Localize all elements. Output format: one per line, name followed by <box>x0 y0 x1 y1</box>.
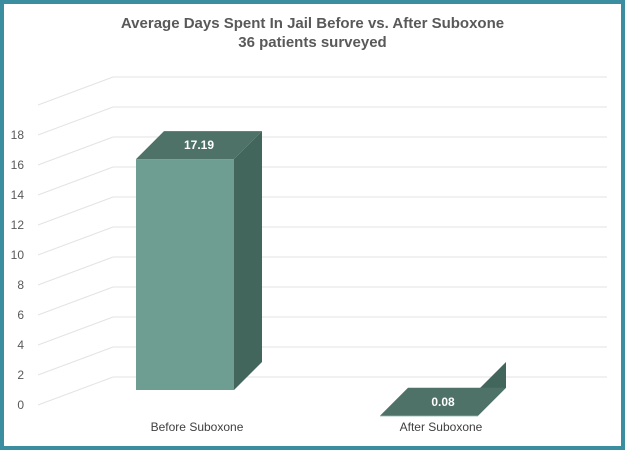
data-label: 0.08 <box>431 395 455 409</box>
gridline-side <box>37 256 114 286</box>
gridline-side <box>37 226 114 256</box>
bar-front <box>136 159 234 390</box>
gridline-side <box>37 136 114 166</box>
y-tick-label: 12 <box>11 218 25 232</box>
y-tick-label: 14 <box>11 188 25 202</box>
bar-front <box>380 415 478 417</box>
gridline-side <box>37 286 114 316</box>
gridline-side <box>37 316 114 346</box>
gridlines <box>37 76 607 406</box>
gridline-side <box>37 76 114 106</box>
y-tick-label: 0 <box>17 398 24 412</box>
bar-top <box>380 387 506 416</box>
data-label: 17.19 <box>184 138 214 152</box>
y-axis-ticks: 0 2 4 6 8 10 12 14 16 18 <box>11 128 25 412</box>
y-tick-label: 2 <box>17 368 24 382</box>
chart-subtitle: 36 patients surveyed <box>238 34 387 51</box>
chart-title: Average Days Spent In Jail Before vs. Af… <box>120 15 505 32</box>
y-tick-label: 6 <box>17 308 24 322</box>
gridline-side <box>37 196 114 226</box>
x-category-label: After Suboxone <box>400 420 483 434</box>
y-tick-label: 8 <box>17 278 24 292</box>
bar-top <box>136 131 262 160</box>
y-tick-label: 16 <box>11 158 25 172</box>
bar-1: 17.19 <box>136 131 262 390</box>
gridline-side <box>37 166 114 196</box>
x-category-label: Before Suboxone <box>151 420 244 434</box>
gridline-side <box>37 106 114 136</box>
x-axis-categories: Before Suboxone After Suboxone <box>151 420 483 434</box>
y-tick-label: 18 <box>11 128 25 142</box>
y-tick-label: 10 <box>11 248 25 262</box>
bars: 17.19 0.08 <box>136 131 506 417</box>
gridline-side <box>37 376 114 406</box>
bar-2: 0.08 <box>380 362 506 417</box>
chart-title-block: Average Days Spent In Jail Before vs. Af… <box>0 14 625 52</box>
gridline-side <box>37 346 114 376</box>
y-tick-label: 4 <box>17 338 24 352</box>
bar-side <box>234 131 262 390</box>
